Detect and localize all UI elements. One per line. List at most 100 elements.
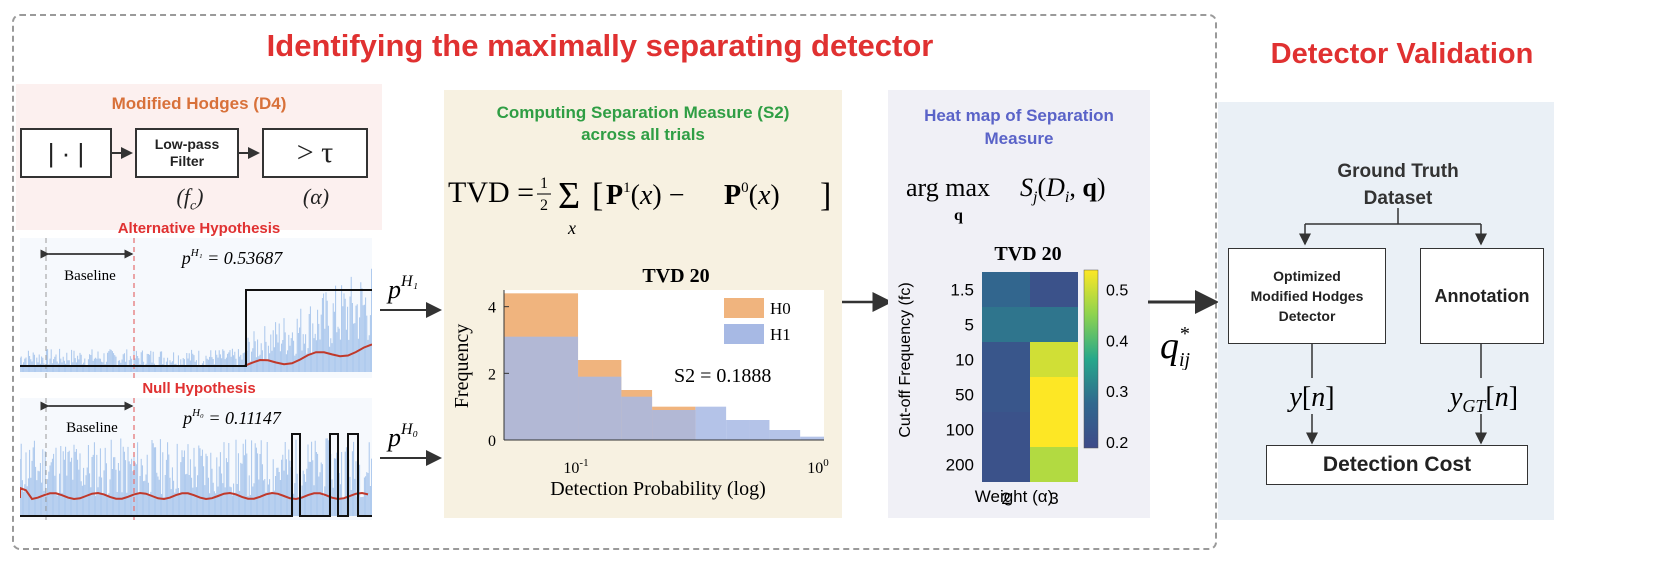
separation-title-line2: across all trials: [581, 125, 705, 144]
hist-ytick-0: 0: [488, 433, 496, 450]
y-gt-label: yGT[n]: [1447, 382, 1518, 416]
alt-detection-step: [20, 289, 372, 367]
hist-bar-h1-1: [578, 376, 622, 440]
heat-cell-100-3: [1030, 412, 1078, 447]
heat-cell-5-2: [982, 307, 1030, 342]
alt-noise-trace: [20, 268, 372, 372]
heat-cell-50-3: [1030, 377, 1078, 412]
null-p-value: pH₀ = 0.11147: [181, 407, 282, 428]
colorbar-tick-0.4: 0.4: [1106, 333, 1128, 350]
hist-xtick-2: 100: [807, 457, 829, 477]
hist-bar-h1-6: [749, 420, 770, 440]
argmax-sub: q: [954, 207, 963, 224]
colorbar: [1083, 269, 1099, 449]
fc-parameter: (fc): [176, 184, 204, 214]
alt-baseline-label: Baseline: [64, 268, 116, 284]
separation-title-line1: Computing Separation Measure (S2): [496, 103, 790, 122]
s2-annotation: S2 = 0.1888: [674, 365, 771, 387]
heat-cell-5-3: [1030, 307, 1078, 342]
hist-ytick-4: 4: [488, 300, 496, 317]
heatmap-xtick-2: 2: [1001, 489, 1010, 508]
detector-line1: Optimized: [1273, 268, 1341, 284]
heatmap-xlabel: Weight (α): [975, 487, 1053, 506]
y-output-label: y[n]: [1286, 382, 1334, 413]
low-pass-filter-block: Low-pass Filter: [135, 128, 239, 178]
hist-bar-h1-4: [695, 406, 727, 440]
hist-bar-h1-5: [726, 420, 750, 440]
heat-cell-10-3: [1030, 342, 1078, 377]
alt-p-value: pH₁ = 0.53687: [180, 247, 283, 268]
colorbar-tick-0.3: 0.3: [1106, 384, 1128, 401]
tvd-text: TVD =: [448, 176, 534, 209]
null-signal-plot: Baseline pH₀ = 0.11147: [20, 398, 372, 520]
legend-h0-swatch: [724, 298, 764, 318]
ground-truth-line1: Ground Truth: [1337, 161, 1459, 182]
p1-term: P1(x) −: [606, 180, 685, 211]
hist-bar-h1-2: [621, 396, 653, 440]
hist-ytick-2: 2: [488, 366, 496, 383]
half-num: 1: [540, 175, 548, 192]
detector-line2: Modified Hodges: [1250, 288, 1364, 304]
validation-connectors: y[n] yGT[n]: [1276, 208, 1536, 445]
s2-to-heatmap-arrow: [842, 292, 893, 312]
argmax-formula: arg max q Sj(Di, q): [906, 173, 1106, 224]
heat-cell-200-3: [1030, 447, 1078, 482]
hist-bar-h1-3: [652, 410, 696, 440]
hist-title: TVD 20: [642, 265, 709, 287]
sigma: Σ: [558, 175, 580, 217]
bracket-left: [: [592, 177, 603, 214]
optimized-detector-box: Optimized Modified Hodges Detector: [1228, 248, 1386, 344]
p0-term: P0(x): [724, 180, 780, 211]
threshold-block: > τ: [262, 128, 368, 178]
null-noise-trace: [20, 438, 372, 516]
sj-term: Sj(Di, q): [1020, 173, 1106, 206]
annotation-label: Annotation: [1434, 285, 1530, 306]
heat-cell-1.5-2: [982, 272, 1030, 307]
hist-bar-h1-8: [800, 436, 824, 440]
heat-cell-100-2: [982, 412, 1030, 447]
detector-line3: Detector: [1278, 308, 1336, 324]
abs-value-block: | · |: [20, 128, 112, 178]
colorbar-tick-0.2: 0.2: [1106, 435, 1128, 452]
argmax-text: arg max: [906, 173, 990, 202]
abs-value-label: | · |: [47, 137, 85, 168]
q-star-label: q* ij: [1160, 323, 1191, 370]
null-smoothed-trace: [20, 486, 369, 501]
heatmap-title-line1: Heat map of Separation: [924, 106, 1114, 125]
hist-xlabel: Detection Probability (log): [550, 478, 766, 500]
colorbar-tick-0.5: 0.5: [1106, 282, 1128, 299]
optimization-frame: [12, 14, 1217, 550]
heatmap-chart: TVD 20 1.5 5 10 50 100 200 2 3 0.2 0.3 0.4 0.5 Cu…: [897, 243, 1128, 508]
heatmap-ytick-10: 10: [955, 351, 974, 370]
hist-xtick-1: 10-1: [563, 457, 588, 477]
hist-ylabel: Frequency: [451, 324, 473, 408]
p-h1-label: pH₁: [386, 273, 418, 304]
heatmap-ytick-5: 5: [965, 316, 974, 335]
hypothesis-arrows: pH₁ pH₀: [380, 273, 442, 466]
heatmap-to-validation-arrow: q* ij: [1148, 290, 1219, 370]
low-pass-filter-label: Low-pass Filter: [154, 136, 220, 169]
heatmap-title-line2: Measure: [984, 129, 1054, 148]
bracket-right: ]: [820, 177, 831, 214]
legend-h1-label: H1: [770, 325, 791, 344]
histogram-chart: TVD 20 0 2 4 10-1 100 Detection Probabilit…: [451, 265, 829, 500]
heat-cell-200-2: [982, 447, 1030, 482]
null-hypothesis-title: Null Hypothesis: [142, 380, 256, 397]
heat-cell-50-2: [982, 377, 1030, 412]
heatmap-xtick-3: 3: [1049, 489, 1058, 508]
half-den: 2: [540, 197, 548, 214]
hodges-title: Modified Hodges (D4): [111, 94, 287, 113]
heatmap-ytick-1.5: 1.5: [950, 281, 974, 300]
threshold-label: > τ: [296, 136, 334, 169]
heatmap-ytick-100: 100: [946, 421, 974, 440]
ground-truth-line2: Dataset: [1363, 188, 1433, 209]
alternative-signal-plot: Baseline pH₁ = 0.53687: [20, 238, 372, 378]
alt-plot-bg: [20, 238, 372, 378]
legend-h0-label: H0: [770, 299, 791, 318]
annotation-box: Annotation: [1420, 248, 1544, 344]
heatmap-ytick-50: 50: [955, 386, 974, 405]
alpha-parameter: (α): [302, 184, 330, 209]
detection-cost-label: Detection Cost: [1322, 453, 1472, 476]
alternative-hypothesis-title: Alternative Hypothesis: [117, 220, 281, 237]
